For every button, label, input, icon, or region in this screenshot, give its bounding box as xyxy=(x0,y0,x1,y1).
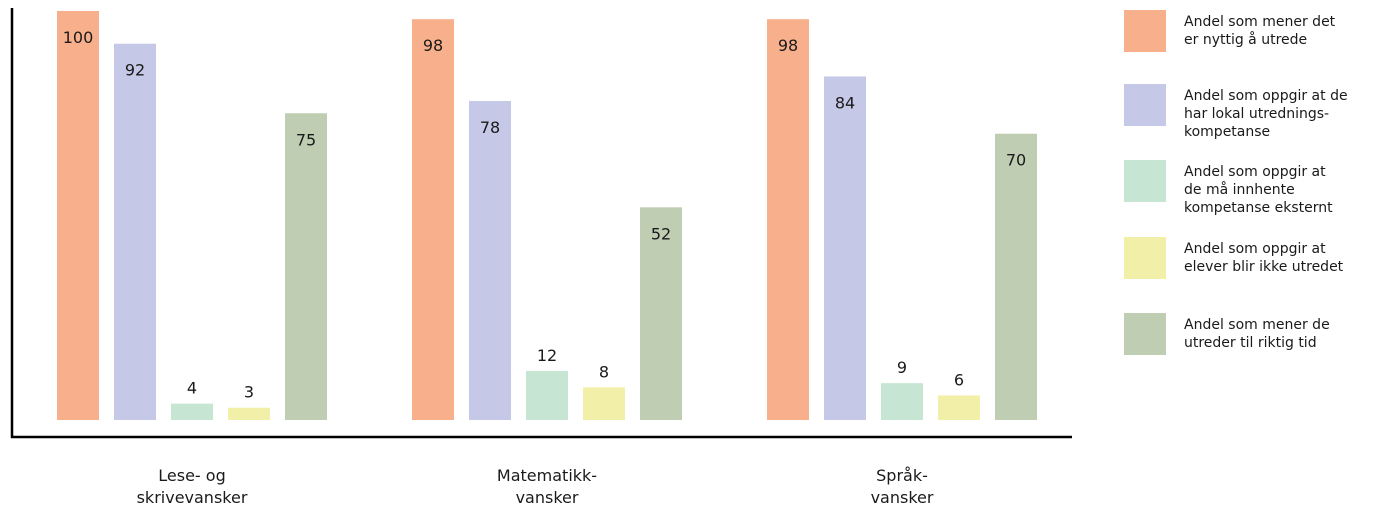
legend-label-3-line-3: kompetanse eksternt xyxy=(1184,200,1333,216)
bars-group xyxy=(57,11,1037,421)
bar-s3-c2 xyxy=(526,370,568,420)
legend-item-4: Andel som oppgir at elever blir ikke utre… xyxy=(1124,237,1369,287)
value-label-s2-c2: 78 xyxy=(480,118,500,137)
bar-s1-c3 xyxy=(767,19,809,421)
bar-s5-c2 xyxy=(640,207,682,420)
legend-swatch-2 xyxy=(1124,84,1166,126)
value-label-s3-c2: 12 xyxy=(537,346,557,365)
category-label-2-line-2: vansker xyxy=(516,488,579,506)
legend-swatch-1 xyxy=(1124,10,1166,52)
value-label-s5-c1: 75 xyxy=(296,130,316,149)
legend-label-5: Andel som mener de utreder til riktig tid xyxy=(1184,316,1369,352)
legend-item-5: Andel som mener de utreder til riktig tid xyxy=(1124,313,1369,363)
value-label-s1-c1: 100 xyxy=(63,28,94,47)
legend-item-1: Andel som mener det er nyttig å utrede xyxy=(1124,10,1369,60)
legend-label-2-line-1: Andel som oppgir at de xyxy=(1184,88,1348,104)
category-label-1-line-2: skrivevansker xyxy=(137,488,248,506)
legend-swatch-4 xyxy=(1124,237,1166,279)
legend-label-1-line-2: er nyttig å utrede xyxy=(1184,32,1308,48)
bar-s5-c1 xyxy=(285,113,327,420)
bar-s2-c3 xyxy=(824,76,866,420)
value-label-s5-c2: 52 xyxy=(651,224,671,243)
legend-swatch-3 xyxy=(1124,160,1166,202)
bar-s1-c1 xyxy=(57,11,99,420)
legend-label-4-line-2: elever blir ikke utredet xyxy=(1184,259,1344,275)
legend-label-2-line-3: kompetanse xyxy=(1184,124,1271,140)
legend-item-3: Andel som oppgir at de må innhente kompeta… xyxy=(1124,160,1369,216)
value-label-s4-c3: 6 xyxy=(954,370,964,389)
category-label-3: Språk-vansker xyxy=(871,466,934,506)
value-label-s3-c1: 4 xyxy=(187,379,197,398)
legend-label-3: Andel som oppgir at de må innhente kompeta… xyxy=(1184,163,1369,217)
category-label-1-line-1: Lese- og xyxy=(158,466,225,485)
value-label-s4-c2: 8 xyxy=(599,362,609,381)
category-label-3-line-2: vansker xyxy=(871,488,934,506)
value-label-s1-c3: 98 xyxy=(778,36,798,55)
legend-label-1-line-1: Andel som mener det xyxy=(1184,14,1336,30)
bar-s4-c2 xyxy=(583,387,625,420)
legend-item-2: Andel som oppgir at de har lokal utrednin… xyxy=(1124,84,1369,140)
legend-label-4-line-1: Andel som oppgir at xyxy=(1184,241,1326,257)
legend-label-3-line-1: Andel som oppgir at xyxy=(1184,164,1326,180)
bar-s4-c3 xyxy=(938,395,980,420)
value-label-s2-c1: 92 xyxy=(125,61,145,80)
category-label-1: Lese- og skrivevansker xyxy=(137,466,248,506)
value-label-s5-c3: 70 xyxy=(1006,151,1026,170)
legend-label-4: Andel som oppgir at elever blir ikke utre… xyxy=(1184,240,1369,276)
legend-label-2-line-2: har lokal utrednings- xyxy=(1184,106,1330,122)
legend-swatch-5 xyxy=(1124,313,1166,355)
legend-label-2: Andel som oppgir at de har lokal utrednin… xyxy=(1184,87,1369,141)
category-label-3-line-1: Språk- xyxy=(876,466,928,485)
value-label-s3-c3: 9 xyxy=(897,358,907,377)
value-label-s1-c2: 98 xyxy=(423,36,443,55)
category-label-2: Matematikk-vansker xyxy=(497,466,597,506)
legend-label-5-line-2: utreder til riktig tid xyxy=(1184,335,1317,351)
bar-s2-c1 xyxy=(114,43,156,420)
legend-label-3-line-2: de må innhente xyxy=(1184,182,1295,198)
category-label-2-line-1: Matematikk- xyxy=(497,466,597,485)
bar-chart: 100 92 4 3 75 98 78 12 8 52 98 84 9 6 70 Lese- og skriv… xyxy=(10,8,1072,506)
bar-s5-c3 xyxy=(995,133,1037,420)
bar-s3-c3 xyxy=(881,383,923,420)
bar-s1-c2 xyxy=(412,19,454,421)
value-label-s2-c3: 84 xyxy=(835,93,855,112)
value-label-s4-c1: 3 xyxy=(244,383,254,402)
legend-label-1: Andel som mener det er nyttig å utrede xyxy=(1184,13,1369,49)
bar-s4-c1 xyxy=(228,407,270,420)
bar-s2-c2 xyxy=(469,100,511,420)
legend-label-5-line-1: Andel som mener de xyxy=(1184,317,1330,333)
value-labels-group: 100 92 4 3 75 98 78 12 8 52 98 84 9 6 70 xyxy=(63,28,1026,402)
category-labels-group: Lese- og skrivevanskerMatematikk-vanskerS… xyxy=(137,466,934,506)
bar-s3-c1 xyxy=(171,403,213,420)
